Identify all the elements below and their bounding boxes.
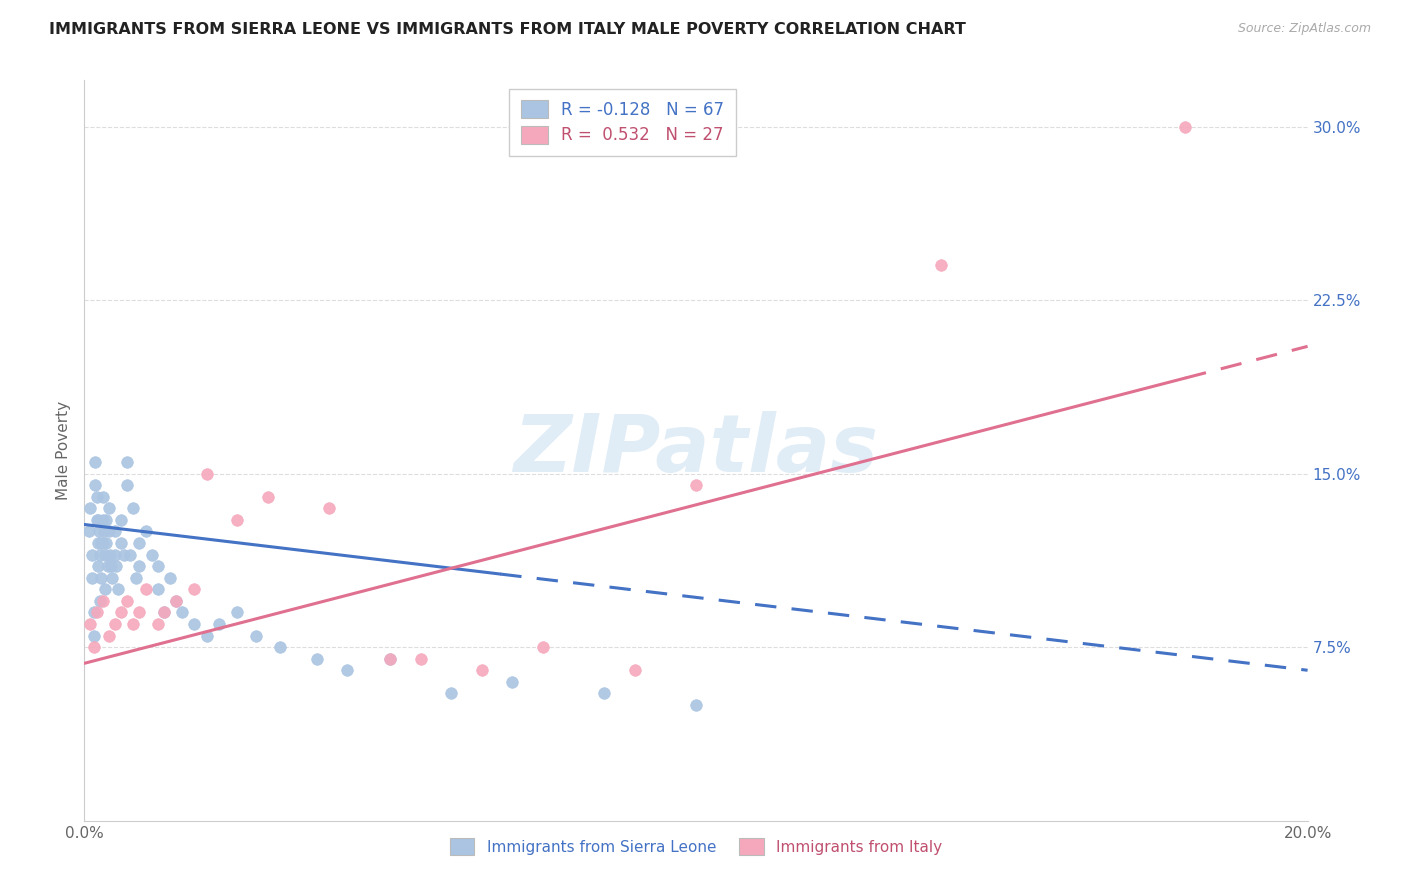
Point [380, 651, 402, 665]
Point [86, 513, 108, 527]
Point [110, 536, 132, 550]
Point [77, 524, 100, 539]
Point [135, 582, 157, 597]
Point [471, 663, 494, 677]
Point [208, 617, 231, 632]
Point [93, 548, 115, 562]
Point [120, 548, 142, 562]
Point [195, 467, 218, 481]
Point [87, 513, 110, 527]
Text: IMMIGRANTS FROM SIERRA LEONE VS IMMIGRANTS FROM ITALY MALE POVERTY CORRELATION C: IMMIGRANTS FROM SIERRA LEONE VS IMMIGRAN… [49, 22, 966, 37]
Point [100, 559, 122, 574]
Point [98, 548, 121, 562]
Point [172, 606, 194, 620]
Point [105, 559, 128, 574]
Point [685, 478, 707, 492]
Point [146, 582, 169, 597]
Point [79, 501, 101, 516]
Point [97, 628, 120, 642]
Point [87, 559, 110, 574]
Point [141, 548, 163, 562]
Point [531, 640, 554, 654]
Point [107, 582, 129, 597]
Point [83, 606, 105, 620]
Point [115, 478, 138, 492]
Point [593, 686, 616, 700]
Point [86, 490, 108, 504]
Point [91, 513, 114, 527]
Point [91, 490, 114, 504]
Y-axis label: Male Poverty: Male Poverty [56, 401, 72, 500]
Point [110, 513, 132, 527]
Point [87, 524, 110, 539]
Point [91, 536, 114, 550]
Point [79, 617, 101, 632]
Point [122, 501, 145, 516]
Point [86, 606, 108, 620]
Point [409, 651, 432, 665]
Point [153, 606, 176, 620]
Point [336, 663, 359, 677]
Point [257, 490, 280, 504]
Point [83, 628, 105, 642]
Point [122, 617, 145, 632]
Point [110, 606, 132, 620]
Point [128, 559, 150, 574]
Point [84, 455, 107, 469]
Point [90, 536, 112, 550]
Point [115, 594, 138, 608]
Point [96, 536, 118, 550]
Point [101, 571, 124, 585]
Text: Source: ZipAtlas.com: Source: ZipAtlas.com [1237, 22, 1371, 36]
Point [245, 628, 267, 642]
Point [128, 606, 150, 620]
Point [929, 259, 952, 273]
Point [89, 594, 111, 608]
Point [135, 524, 157, 539]
Point [82, 548, 104, 562]
Point [91, 594, 114, 608]
Point [90, 571, 112, 585]
Point [146, 559, 169, 574]
Point [94, 513, 117, 527]
Point [226, 606, 249, 620]
Point [153, 606, 176, 620]
Point [89, 548, 111, 562]
Point [440, 686, 463, 700]
Point [104, 548, 127, 562]
Point [97, 559, 120, 574]
Point [305, 651, 328, 665]
Point [112, 548, 135, 562]
Point [269, 640, 291, 654]
Point [87, 536, 110, 550]
Point [318, 501, 340, 516]
Point [146, 617, 169, 632]
Text: ZIPatlas: ZIPatlas [513, 411, 879, 490]
Point [115, 455, 138, 469]
Point [195, 628, 218, 642]
Point [83, 478, 105, 492]
Point [502, 674, 524, 689]
Point [183, 617, 205, 632]
Point [80, 571, 103, 585]
Point [624, 663, 647, 677]
Point [97, 501, 120, 516]
Point [380, 651, 402, 665]
Point [104, 524, 127, 539]
Point [104, 617, 127, 632]
Point [93, 524, 115, 539]
Point [685, 698, 707, 712]
Point [97, 524, 120, 539]
Point [165, 594, 187, 608]
Point [125, 571, 148, 585]
Point [128, 536, 150, 550]
Point [94, 582, 117, 597]
Point [165, 594, 187, 608]
Point [226, 513, 249, 527]
Point [159, 571, 181, 585]
Point [83, 640, 105, 654]
Point [183, 582, 205, 597]
Point [1174, 120, 1197, 134]
Legend: Immigrants from Sierra Leone, Immigrants from Italy: Immigrants from Sierra Leone, Immigrants… [444, 832, 948, 861]
